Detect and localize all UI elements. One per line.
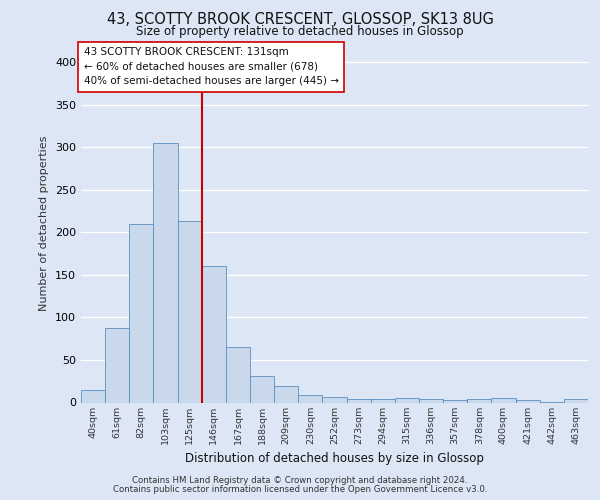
Bar — [395, 398, 419, 402]
Bar — [105, 328, 129, 402]
Bar — [322, 398, 347, 402]
Text: Contains HM Land Registry data © Crown copyright and database right 2024.: Contains HM Land Registry data © Crown c… — [132, 476, 468, 485]
Bar — [467, 399, 491, 402]
Bar — [491, 398, 515, 402]
Bar — [178, 221, 202, 402]
Bar — [81, 390, 105, 402]
Bar — [443, 400, 467, 402]
X-axis label: Distribution of detached houses by size in Glossop: Distribution of detached houses by size … — [185, 452, 484, 465]
Bar — [202, 266, 226, 402]
Text: 43, SCOTTY BROOK CRESCENT, GLOSSOP, SK13 8UG: 43, SCOTTY BROOK CRESCENT, GLOSSOP, SK13… — [107, 12, 493, 28]
Bar — [250, 376, 274, 402]
Y-axis label: Number of detached properties: Number of detached properties — [40, 136, 49, 312]
Bar — [154, 143, 178, 403]
Bar — [564, 399, 588, 402]
Bar — [129, 224, 154, 402]
Bar — [274, 386, 298, 402]
Bar — [347, 399, 371, 402]
Text: 43 SCOTTY BROOK CRESCENT: 131sqm
← 60% of detached houses are smaller (678)
40% : 43 SCOTTY BROOK CRESCENT: 131sqm ← 60% o… — [83, 47, 338, 86]
Bar — [226, 347, 250, 403]
Bar — [371, 399, 395, 402]
Text: Size of property relative to detached houses in Glossop: Size of property relative to detached ho… — [136, 25, 464, 38]
Bar — [419, 399, 443, 402]
Bar — [298, 395, 322, 402]
Bar — [515, 400, 540, 402]
Text: Contains public sector information licensed under the Open Government Licence v3: Contains public sector information licen… — [113, 484, 487, 494]
